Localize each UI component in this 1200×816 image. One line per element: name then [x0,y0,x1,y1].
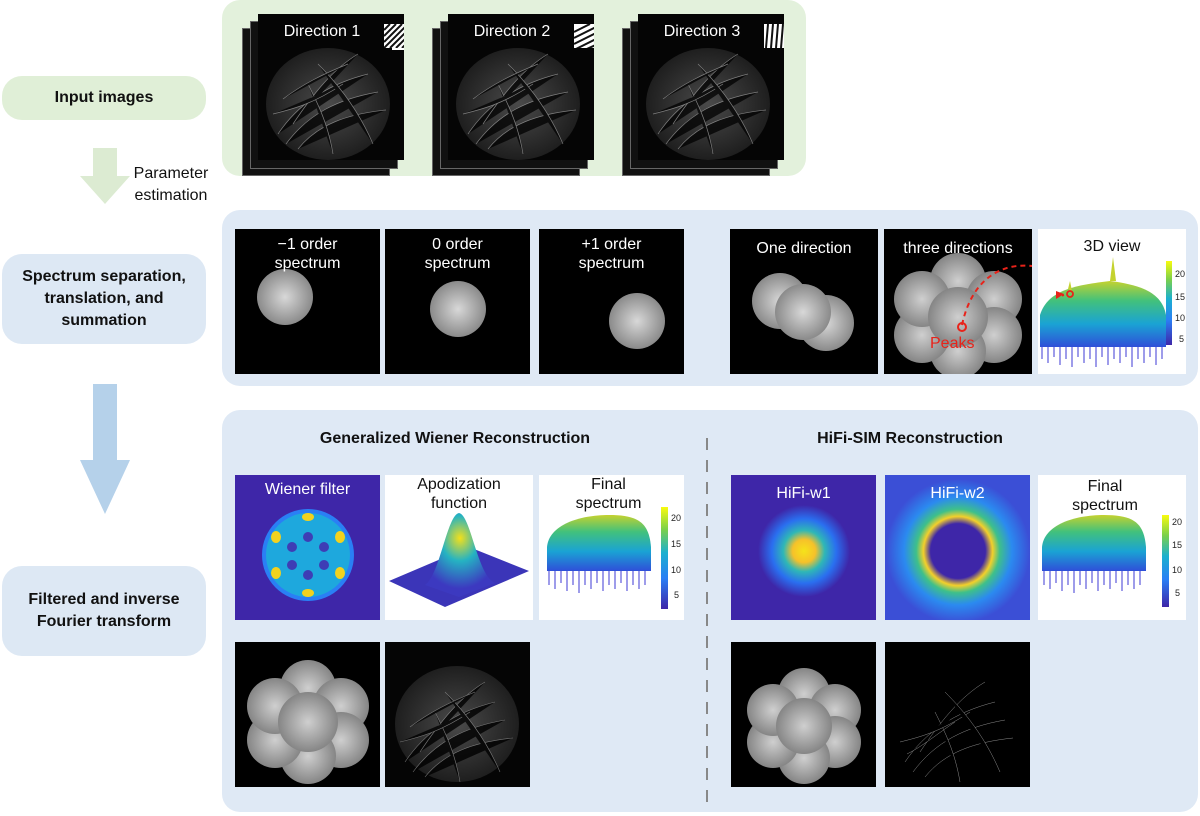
input-image-1: Direction 1 [258,14,404,160]
stripe-pattern-icon [574,24,594,48]
hifi-output-spectrum [731,642,876,787]
zero-order-tile: 0 order spectrum [385,229,530,374]
arrow-parameter-estimation [80,148,130,204]
input-image-2: Direction 2 [448,14,594,160]
plus-one-order-label: +1 order spectrum [578,236,645,272]
colorbar-tick: 20 [671,513,682,523]
hifi-w1-label: HiFi-w1 [776,485,831,502]
colorbar-tick: 15 [1172,540,1183,550]
colorbar-tick: 5 [1175,588,1181,598]
input-image-3: Direction 3 [638,14,784,160]
spectrum-panel [222,210,1198,386]
colorbar-tick: 20 [1175,269,1186,279]
input-stack-2: Direction 2 [432,14,602,176]
wiener-title: Generalized Wiener Reconstruction [319,430,591,447]
step-input-images: Input images [2,76,206,120]
colorbar-tick: 5 [674,590,680,600]
stripe-pattern-icon [764,24,784,48]
arrow-label: Parameter estimation [133,165,209,204]
input-stack-1: Direction 1 [242,14,412,176]
wiener-filter-tile: Wiener filter [235,475,380,620]
direction-1-label: Direction 1 [283,23,361,40]
input-stack-3: Direction 3 [622,14,792,176]
step-spectrum-label: Spectrum separation, translation, and su… [22,268,186,329]
minus-one-order-tile: −1 order spectrum [235,229,380,374]
hifi-w1-tile: HiFi-w1 [731,475,876,620]
hifi-w2-tile: HiFi-w2 [885,475,1030,620]
one-direction-label: One direction [756,240,852,257]
colorbar-tick: 15 [671,539,682,549]
3d-view-tile: 3D view 20 15 10 5 [1038,229,1186,374]
hifi-output-image [885,642,1030,787]
wiener-filter-label: Wiener filter [264,481,351,498]
step-spectrum-separation: Spectrum separation, translation, and su… [2,254,206,344]
one-direction-tile: One direction [730,229,878,374]
zero-order-label: 0 order spectrum [424,236,491,272]
step-filtered-label: Filtered and inverse Fourier transform [28,591,180,630]
section-divider [706,438,708,808]
hifi-w2-label: HiFi-w2 [930,485,985,502]
arrow-down-icon [80,384,130,514]
reconstruction-panel [222,410,1198,812]
step-input-images-label: Input images [54,89,154,106]
colorbar-tick: 15 [1175,292,1186,302]
peaks-label: Peaks [930,335,975,352]
step-filtered-inverse: Filtered and inverse Fourier transform [2,566,206,656]
wiener-output-spectrum [235,642,380,787]
colorbar-tick: 5 [1179,334,1185,344]
colorbar-tick: 10 [1175,313,1186,323]
direction-3-label: Direction 3 [663,23,741,40]
colorbar-tick: 20 [1172,517,1183,527]
3d-view-label: 3D view [1083,238,1141,255]
minus-one-order-label: −1 order spectrum [274,236,341,272]
colorbar-tick: 10 [1172,565,1183,575]
hifi-title: HiFi-SIM Reconstruction [817,430,1003,447]
wiener-final-spectrum-label: Final spectrum [575,476,642,512]
three-directions-tile: three directions Peaks [884,229,1032,374]
direction-2-label: Direction 2 [473,23,551,40]
stripe-pattern-icon [384,24,404,48]
hifi-final-spectrum-tile: Final spectrum 20 15 10 5 [1038,475,1186,620]
apodization-label: Apodization function [417,476,501,512]
hifi-final-spectrum-label: Final spectrum [1072,478,1138,514]
wiener-output-image [385,642,530,787]
plus-one-order-tile: +1 order spectrum [539,229,684,374]
colorbar-tick: 10 [671,565,682,575]
apodization-tile: Apodization function [385,475,533,620]
three-directions-label: three directions [903,240,1013,257]
wiener-final-spectrum-tile: Final spectrum 20 15 10 5 [539,475,684,620]
